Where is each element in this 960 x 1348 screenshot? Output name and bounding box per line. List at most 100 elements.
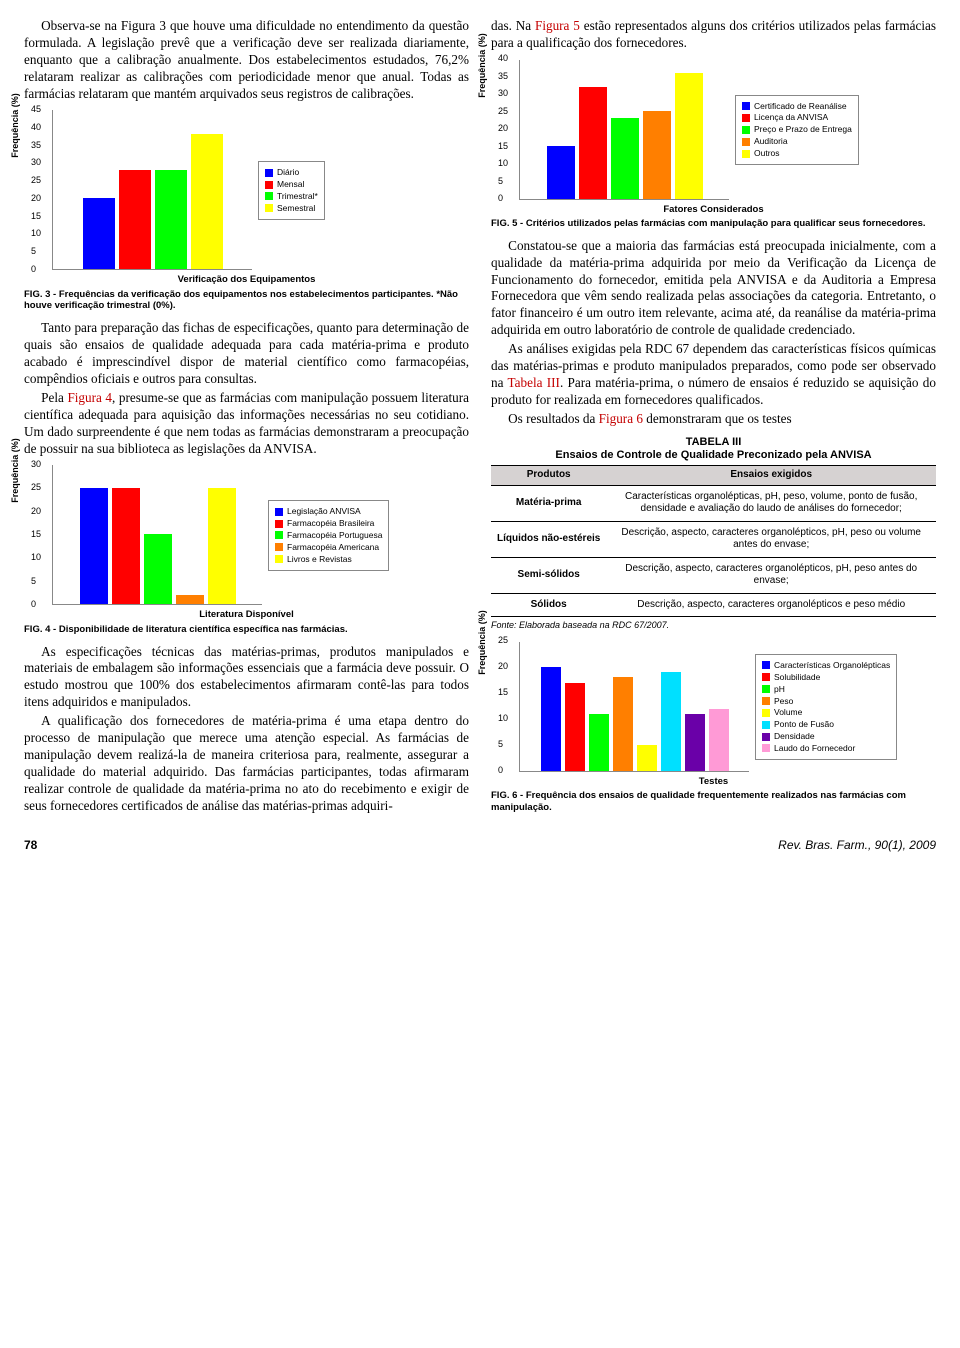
bar [112, 488, 140, 605]
t3-h1: Ensaios exigidos [606, 466, 936, 486]
bar [613, 677, 633, 771]
legend-item: Trimestral* [265, 191, 318, 202]
legend-swatch [762, 697, 770, 705]
y-tick: 35 [31, 139, 41, 151]
legend-swatch [762, 661, 770, 669]
plot-area: 0510152025303540 [519, 60, 729, 200]
legend-swatch [762, 733, 770, 741]
y-tick: 25 [31, 175, 41, 187]
y-tick: 10 [498, 713, 508, 725]
figure-5: Frequência (%)0510152025303540 Certifica… [491, 60, 936, 216]
legend-label: Características Organolépticas [774, 660, 890, 671]
legend-label: Diário [277, 167, 299, 178]
y-tick: 20 [31, 505, 41, 517]
y-tick: 40 [498, 53, 508, 65]
legend-label: pH [774, 684, 785, 695]
table-row: Matéria-primaCaracterísticas organolépti… [491, 485, 936, 521]
y-axis-label: Frequência (%) [10, 94, 22, 159]
legend-label: Peso [774, 696, 793, 707]
legend-label: Auditoria [754, 136, 788, 147]
legend-swatch [742, 138, 750, 146]
legend-item: Livros e Revistas [275, 554, 382, 565]
bar [176, 595, 204, 604]
bar [589, 714, 609, 771]
table-row: SólidosDescrição, aspecto, caracteres or… [491, 593, 936, 617]
y-tick: 25 [31, 482, 41, 494]
table-3: Produtos Ensaios exigidos Matéria-primaC… [491, 465, 936, 617]
fig3-xtitle: Verificação dos Equipamentos [24, 274, 469, 286]
legend-item: pH [762, 684, 890, 695]
bar [685, 714, 705, 771]
legend-item: Características Organolépticas [762, 660, 890, 671]
bar [661, 672, 681, 771]
figure-6: Frequência (%)0510152025 Características… [491, 642, 936, 788]
legend-label: Densidade [774, 731, 815, 742]
y-tick: 10 [498, 158, 508, 170]
fig5-xtitle: Fatores Considerados [491, 204, 936, 216]
legend-item: Legislação ANVISA [275, 506, 382, 517]
t3-h0: Produtos [491, 466, 606, 486]
legend-label: Laudo do Fornecedor [774, 743, 855, 754]
legend-swatch [275, 520, 283, 528]
bar [547, 146, 575, 199]
legend-label: Livros e Revistas [287, 554, 352, 565]
legend-swatch [275, 543, 283, 551]
table-row: Semi-sólidosDescrição, aspecto, caracter… [491, 557, 936, 593]
bar [80, 488, 108, 605]
para-r2: Constatou-se que a maioria das farmácias… [491, 238, 936, 339]
t3-source: Fonte: Elaborada baseada na RDC 67/2007. [491, 620, 936, 632]
legend-swatch [742, 102, 750, 110]
y-tick: 20 [31, 193, 41, 205]
y-tick: 35 [498, 71, 508, 83]
legend-label: Semestral [277, 203, 315, 214]
para-r1: das. Na Figura 5 estão representados alg… [491, 18, 936, 52]
table3-title: TABELA III Ensaios de Controle de Qualid… [491, 436, 936, 464]
legend-swatch [275, 555, 283, 563]
y-tick: 5 [31, 575, 36, 587]
bar [155, 170, 187, 270]
legend-label: Legislação ANVISA [287, 506, 361, 517]
legend-label: Farmacopéia Americana [287, 542, 379, 553]
legend-swatch [762, 709, 770, 717]
fig3-legend: DiárioMensalTrimestral*Semestral [258, 161, 325, 220]
legend-swatch [742, 126, 750, 134]
legend-item: Outros [742, 148, 852, 159]
y-tick: 30 [31, 157, 41, 169]
y-tick: 15 [498, 141, 508, 153]
y-tick: 5 [498, 176, 503, 188]
legend-swatch [762, 721, 770, 729]
legend-item: Laudo do Fornecedor [762, 743, 890, 754]
legend-item: Densidade [762, 731, 890, 742]
y-tick: 5 [31, 246, 36, 258]
legend-swatch [275, 508, 283, 516]
y-tick: 25 [498, 106, 508, 118]
bar [208, 488, 236, 605]
bar [579, 87, 607, 199]
legend-item: Farmacopéia Brasileira [275, 518, 382, 529]
y-tick: 45 [31, 104, 41, 116]
legend-label: Trimestral* [277, 191, 318, 202]
legend-label: Farmacopéia Brasileira [287, 518, 374, 529]
legend-label: Farmacopéia Portuguesa [287, 530, 382, 541]
y-tick: 10 [31, 552, 41, 564]
legend-swatch [762, 685, 770, 693]
plot-area: 051015202530354045 [52, 110, 252, 270]
legend-label: Licença da ANVISA [754, 112, 828, 123]
fig3-caption: FIG. 3 - Frequências da verificação dos … [24, 289, 469, 313]
plot-area: 0510152025 [519, 642, 749, 772]
legend-item: Preço e Prazo de Entrega [742, 124, 852, 135]
y-tick: 0 [31, 264, 36, 276]
bar [541, 667, 561, 771]
legend-swatch [265, 204, 273, 212]
legend-label: Outros [754, 148, 780, 159]
table-row: Líquidos não-estéreisDescrição, aspecto,… [491, 521, 936, 557]
y-tick: 5 [498, 739, 503, 751]
fig5-caption: FIG. 5 - Critérios utilizados pelas farm… [491, 218, 936, 230]
legend-label: Certificado de Reanálise [754, 101, 847, 112]
legend-label: Preço e Prazo de Entrega [754, 124, 852, 135]
legend-item: Farmacopéia Americana [275, 542, 382, 553]
legend-swatch [265, 169, 273, 177]
legend-swatch [762, 673, 770, 681]
para-l4: As especificações técnicas das matérias-… [24, 644, 469, 712]
para-l1: Observa-se na Figura 3 que houve uma dif… [24, 18, 469, 102]
